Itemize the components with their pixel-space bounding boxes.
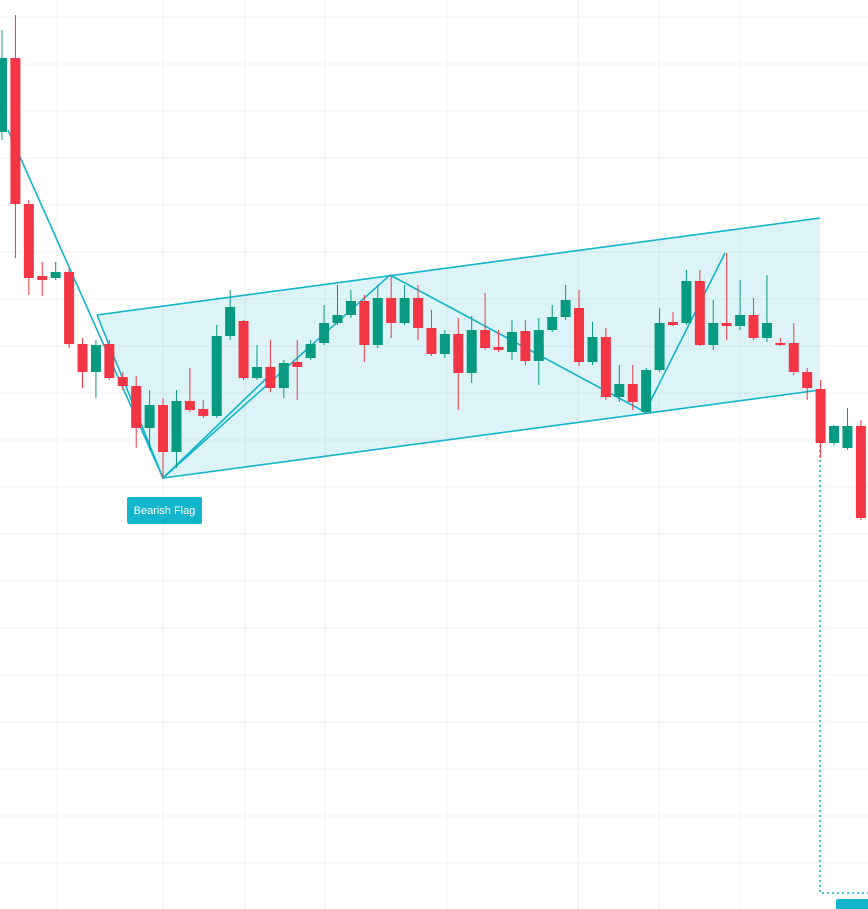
candle-body [345,301,356,315]
candle-body [681,281,692,323]
candle-body [694,281,705,345]
candle-body [735,315,746,326]
candle-body [842,426,853,448]
candle-body [225,307,236,336]
candle-body [104,344,115,378]
candle-body [654,323,665,370]
candle-body [131,386,142,428]
candle-body [614,384,625,397]
candle-body [305,344,316,358]
candle-body [198,409,209,416]
candle-body [815,389,826,443]
candle-body [372,298,383,345]
pattern-line [96,314,164,479]
candle-body [547,317,558,330]
candle-body [332,315,343,323]
candle-body [37,276,48,280]
candle-body [23,204,34,278]
candle-body [278,363,289,388]
candle-body [493,347,504,350]
candle-body [413,298,424,328]
candle-body [386,298,397,323]
candle-body [560,300,571,317]
target-line [819,445,868,894]
candle-body [788,343,799,372]
flag-upper [96,217,821,316]
candle-body [439,334,450,354]
candle-body [533,330,544,361]
candle-body [574,308,585,362]
flag-lower [162,389,821,479]
candle-body [721,323,732,326]
annotation-box [127,497,202,524]
candle-body [829,426,840,443]
candle-body [708,323,719,345]
candle-body [506,332,517,352]
annotation: Bearish Flag [134,505,196,517]
candle-body [90,345,101,372]
candle-body [184,401,195,410]
candle-body [600,337,611,397]
candle-body [292,362,303,367]
candle-body [117,377,128,386]
candle-body [668,322,678,325]
candle-body [171,401,182,452]
candle-body [466,330,477,373]
candle-body [641,370,652,412]
candle-body [144,405,155,428]
candle-body [211,336,222,416]
candle-body [480,330,491,348]
candle-body [64,272,75,344]
candle-body [50,272,61,278]
candle-body [158,405,169,452]
candle-body [10,58,21,204]
candle-body [359,301,370,345]
candle-body [761,323,772,338]
candle-body [77,344,88,372]
pattern-line [162,369,276,479]
candle-body [453,334,464,373]
candle-body [399,298,410,323]
candle-body [775,343,786,345]
candle-body [587,337,598,362]
candle-body [748,315,759,338]
target-marker [836,899,868,909]
candle-body [319,323,330,343]
candle-body [265,367,276,388]
candle-body [627,384,638,402]
candle-body [802,372,813,388]
candle-body [238,321,249,378]
candles [0,15,866,520]
candle-body [0,58,7,132]
candle-body [855,426,866,518]
candle-body [426,328,437,354]
candle-body [520,331,531,361]
candle-body [251,367,262,378]
